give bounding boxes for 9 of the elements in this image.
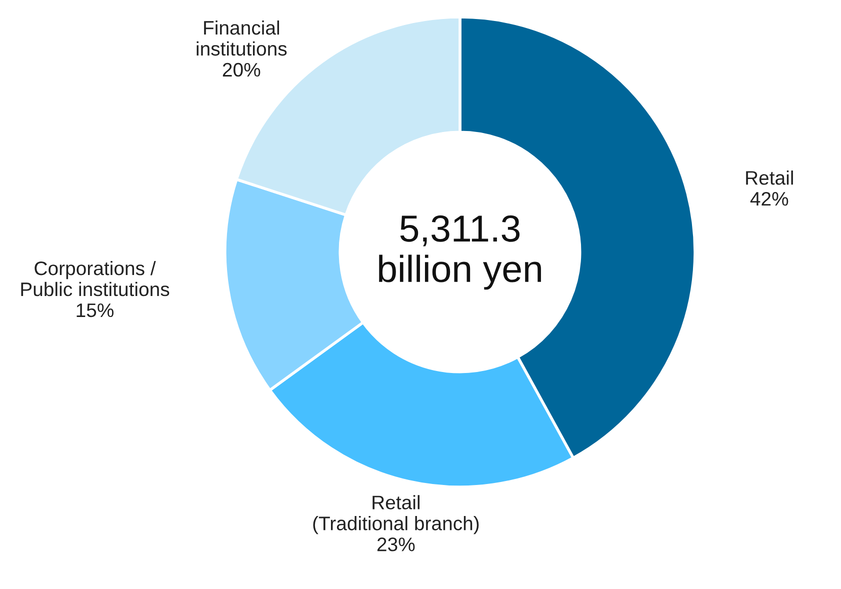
text: 5,311.3 billion yen [379,215,541,290]
slice-label: Retail (Traditional branch) [313,495,479,534]
data-label: 42% [750,192,788,206]
data-label: 20% [222,62,260,77]
slice-label: Corporations / Public institutions [21,260,170,296]
slice-label: Retail [746,170,793,185]
data-label: 23% [377,538,415,552]
slice-label: Financial institutions [196,20,287,56]
data-label: 15% [76,303,114,318]
